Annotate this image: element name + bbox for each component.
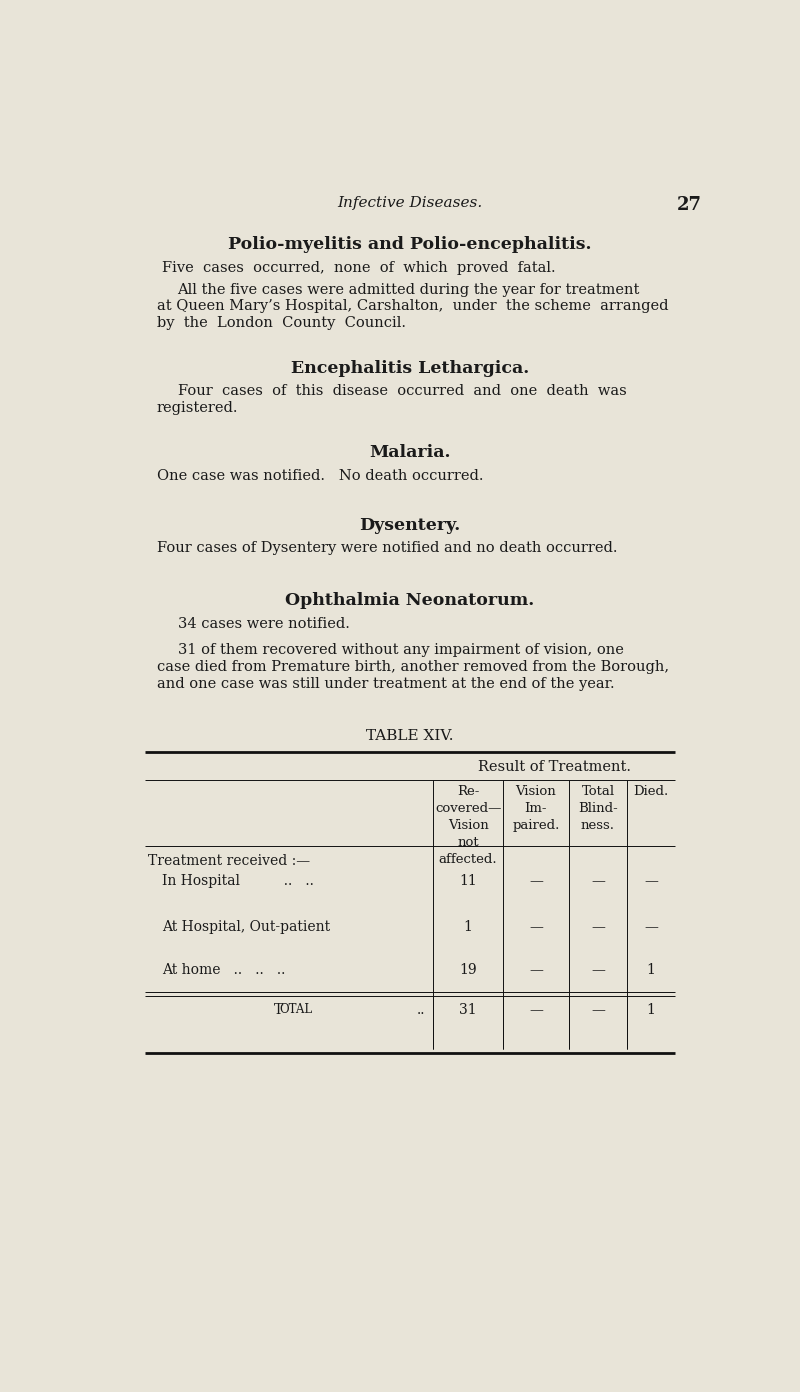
- Text: At Hospital, Out-patient: At Hospital, Out-patient: [162, 920, 330, 934]
- Text: Re-
covered—
Vision
not
affected.: Re- covered— Vision not affected.: [435, 785, 502, 866]
- Text: ..: ..: [417, 1004, 426, 1018]
- Text: All the five cases were admitted during the year for treatment: All the five cases were admitted during …: [178, 283, 640, 296]
- Text: —: —: [644, 874, 658, 888]
- Text: TABLE XIV.: TABLE XIV.: [366, 729, 454, 743]
- Text: and one case was still under treatment at the end of the year.: and one case was still under treatment a…: [157, 677, 614, 690]
- Text: Encephalitis Lethargica.: Encephalitis Lethargica.: [291, 359, 529, 377]
- Text: at Queen Mary’s Hospital, Carshalton,  under  the scheme  arranged: at Queen Mary’s Hospital, Carshalton, un…: [157, 299, 668, 313]
- Text: Five  cases  occurred,  none  of  which  proved  fatal.: Five cases occurred, none of which prove…: [162, 260, 556, 276]
- Text: 31: 31: [459, 1004, 477, 1018]
- Text: Vision
Im-
paired.: Vision Im- paired.: [512, 785, 560, 831]
- Text: Died.: Died.: [634, 785, 669, 798]
- Text: One case was notified.   No death occurred.: One case was notified. No death occurred…: [157, 469, 483, 483]
- Text: —: —: [529, 874, 543, 888]
- Text: OTAL: OTAL: [280, 1004, 313, 1016]
- Text: Malaria.: Malaria.: [370, 444, 450, 461]
- Text: T: T: [274, 1004, 283, 1018]
- Text: 1: 1: [464, 920, 473, 934]
- Text: 31 of them recovered without any impairment of vision, one: 31 of them recovered without any impairm…: [178, 643, 623, 657]
- Text: Four cases of Dysentery were notified and no death occurred.: Four cases of Dysentery were notified an…: [157, 541, 617, 555]
- Text: Four  cases  of  this  disease  occurred  and  one  death  was: Four cases of this disease occurred and …: [178, 384, 626, 398]
- Text: 27: 27: [677, 196, 702, 214]
- Text: 34 cases were notified.: 34 cases were notified.: [178, 617, 350, 631]
- Text: Dysentery.: Dysentery.: [359, 516, 461, 533]
- Text: —: —: [591, 1004, 605, 1018]
- Text: Polio-myelitis and Polio-encephalitis.: Polio-myelitis and Polio-encephalitis.: [228, 237, 592, 253]
- Text: 19: 19: [459, 963, 477, 977]
- Text: 1: 1: [646, 1004, 655, 1018]
- Text: —: —: [529, 963, 543, 977]
- Text: In Hospital          ..   ..: In Hospital .. ..: [162, 874, 314, 888]
- Text: —: —: [644, 920, 658, 934]
- Text: —: —: [591, 963, 605, 977]
- Text: At home   ..   ..   ..: At home .. .. ..: [162, 963, 286, 977]
- Text: Total
Blind-
ness.: Total Blind- ness.: [578, 785, 618, 831]
- Text: Treatment received :—: Treatment received :—: [148, 853, 310, 867]
- Text: Result of Treatment.: Result of Treatment.: [478, 760, 630, 774]
- Text: Ophthalmia Neonatorum.: Ophthalmia Neonatorum.: [286, 592, 534, 610]
- Text: —: —: [529, 1004, 543, 1018]
- Text: —: —: [591, 920, 605, 934]
- Text: —: —: [529, 920, 543, 934]
- Text: Infective Diseases.: Infective Diseases.: [338, 196, 482, 210]
- Text: case died from Premature birth, another removed from the Borough,: case died from Premature birth, another …: [157, 660, 669, 674]
- Text: registered.: registered.: [157, 401, 238, 415]
- Text: 1: 1: [646, 963, 655, 977]
- Text: —: —: [591, 874, 605, 888]
- Text: by  the  London  County  Council.: by the London County Council.: [157, 316, 406, 330]
- Text: 11: 11: [459, 874, 477, 888]
